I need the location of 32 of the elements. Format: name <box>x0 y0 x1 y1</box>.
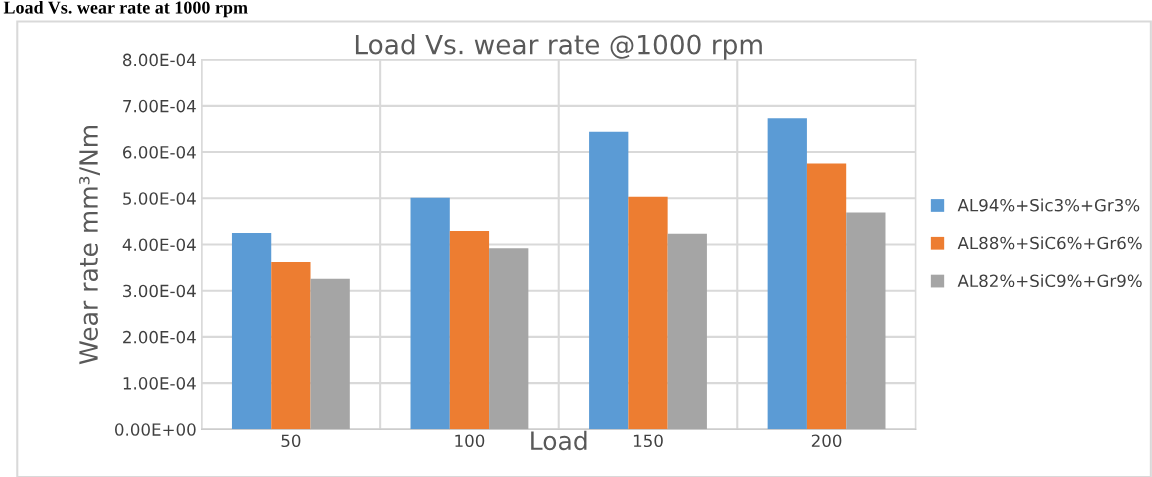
y-tick-label: 3.00E-04 <box>123 284 196 298</box>
y-tick-label: 6.00E-04 <box>123 146 196 159</box>
text: Load Vs. wear rate at 1000 rpm <box>3 0 248 18</box>
bar <box>310 278 350 430</box>
bar <box>489 248 529 430</box>
bar <box>271 262 311 430</box>
x-tick-label: 100 <box>455 434 485 448</box>
x-tick-label: 150 <box>633 434 663 448</box>
y-tick-label: 8.00E-04 <box>123 53 196 67</box>
bar <box>589 131 629 430</box>
y-axis-title: Wear rate mm³/Nm <box>79 126 100 365</box>
y-tick-label: 2.00E-04 <box>123 330 196 344</box>
legend-label: AL94%+Sic3%+Gr3% <box>957 198 1140 212</box>
bar <box>667 233 707 430</box>
bar <box>628 196 668 430</box>
x-axis-title: Load <box>531 430 587 451</box>
legend-label: AL82%+SiC9%+Gr9% <box>957 274 1142 288</box>
bar <box>231 232 272 430</box>
y-tick-label: 1.00E-04 <box>123 377 196 390</box>
bar <box>449 231 490 430</box>
chart-title: Load Vs. wear rate @1000 rpm <box>355 34 762 60</box>
bar <box>806 163 847 430</box>
y-tick-label: 7.00E-04 <box>123 99 196 113</box>
y-tick-label: 0.00E+00 <box>115 423 196 436</box>
bar <box>410 197 450 430</box>
bar <box>767 118 807 430</box>
x-tick-label: 50 <box>281 434 301 448</box>
legend-label: AL88%+SiC6%+Gr6% <box>957 236 1142 250</box>
bar <box>846 212 886 430</box>
x-tick-label: 200 <box>811 434 842 448</box>
y-tick-label: 5.00E-04 <box>123 192 196 205</box>
y-tick-label: 4.00E-04 <box>122 238 196 252</box>
